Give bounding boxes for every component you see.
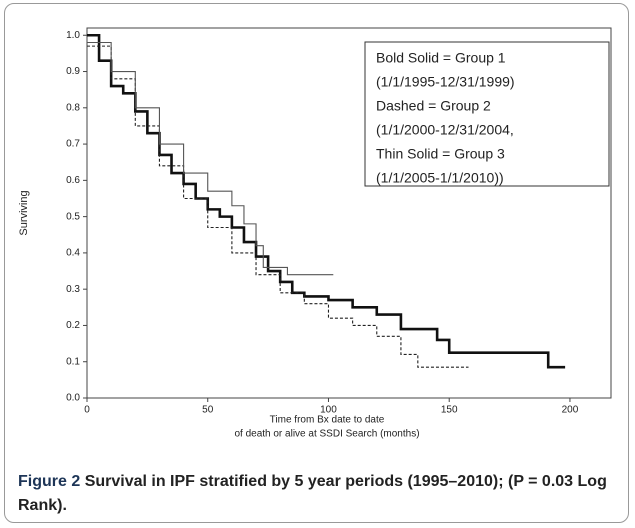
y-tick-label: 0.9 — [66, 66, 80, 77]
y-tick-label: 0.5 — [66, 211, 80, 222]
legend-entry: Thin Solid = Group 3 — [376, 146, 505, 162]
figure-frame — [4, 3, 629, 523]
y-tick-label: 0.4 — [66, 248, 80, 259]
x-tick-label: 200 — [562, 405, 579, 416]
y-tick-label: 1.0 — [66, 30, 80, 41]
y-tick-label: 0.6 — [66, 175, 80, 186]
caption-text: Survival in IPF stratified by 5 year per… — [18, 473, 607, 514]
survival-curve — [87, 33, 566, 369]
y-tick-label: 0.3 — [66, 284, 80, 295]
survival-curve — [87, 41, 334, 276]
x-axis-label: Time from Bx date to date — [270, 415, 385, 426]
y-tick-label: 0.7 — [66, 139, 80, 150]
x-tick-label: 150 — [441, 405, 458, 416]
caption: Figure 2 Survival in IPF stratified by 5… — [18, 470, 618, 518]
y-tick-label: 0.2 — [66, 320, 80, 331]
x-tick-label: 0 — [84, 405, 90, 416]
legend-period: (1/1/2000-12/31/2004, — [376, 122, 514, 138]
legend-entry: Bold Solid = Group 1 — [376, 50, 506, 66]
caption-label: Figure 2 — [18, 473, 81, 490]
legend-entry: Dashed = Group 2 — [376, 98, 491, 114]
y-tick-label: 0.1 — [66, 356, 80, 367]
chart: Surviving Time from Bx date to date of d… — [18, 27, 612, 440]
legend-box — [364, 41, 610, 187]
y-tick-label: 0.0 — [66, 393, 80, 404]
y-tick-label: 0.8 — [66, 102, 80, 113]
x-tick-label: 50 — [202, 405, 214, 416]
legend-period: (1/1/1995-12/31/1999) — [376, 74, 515, 90]
y-axis-label: Surviving — [18, 190, 30, 235]
legend-period: (1/1/2005-1/1/2010)) — [376, 170, 504, 186]
plot-frame — [86, 27, 612, 399]
x-axis-label: of death or alive at SSDI Search (months… — [234, 429, 419, 440]
x-tick-label: 100 — [320, 405, 337, 416]
